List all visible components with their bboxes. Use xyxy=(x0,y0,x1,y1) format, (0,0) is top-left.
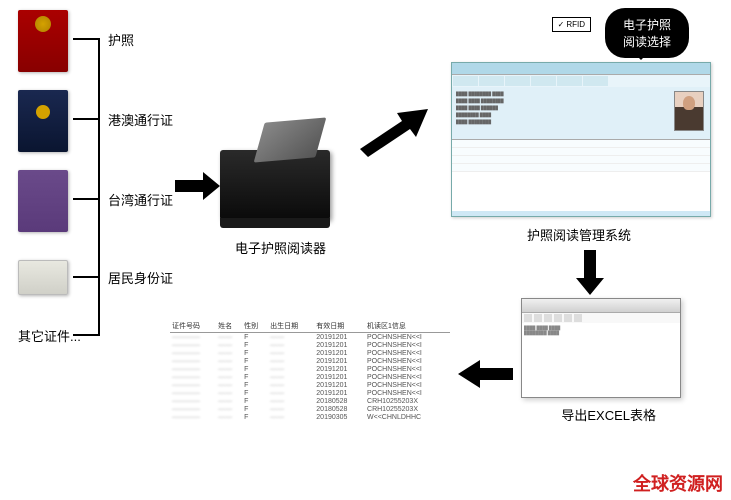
table-body: ——————F——20191201POCHNSHEN<<I——————F——20… xyxy=(170,333,450,422)
bubble-line2: 阅读选择 xyxy=(623,33,671,50)
th-sex: 性别 xyxy=(242,320,268,333)
arrow-to-reader xyxy=(175,172,220,200)
passport-card xyxy=(18,10,68,72)
th-name: 姓名 xyxy=(216,320,242,333)
software-caption: 护照阅读管理系统 xyxy=(527,225,631,244)
rfid-badge: ✓RFID xyxy=(552,17,591,32)
reader-device xyxy=(220,150,330,220)
table-header-row: 证件号码 姓名 性别 出生日期 有效日期 机读区1信息 xyxy=(170,320,450,333)
software-titlebar xyxy=(452,63,710,75)
th-valid: 有效日期 xyxy=(314,320,365,333)
bracket-vertical xyxy=(98,38,100,336)
passport-label: 护照 xyxy=(108,30,134,49)
table-row: ——————F——20180528CRH10255203X xyxy=(170,397,450,405)
table-row: ——————F——20191201POCHNSHEN<<I xyxy=(170,341,450,349)
software-table xyxy=(452,139,710,211)
watermark: 全球资源网 xyxy=(633,470,723,496)
table-row: ——————F——20191201POCHNSHEN<<I xyxy=(170,357,450,365)
bracket-h4 xyxy=(73,276,100,278)
taiwan-card xyxy=(18,170,68,232)
export-titlebar xyxy=(522,299,680,313)
bracket-h2 xyxy=(73,118,100,120)
data-table: 证件号码 姓名 性别 出生日期 有效日期 机读区1信息 ——————F——201… xyxy=(170,320,450,421)
arrow-to-table xyxy=(458,360,513,388)
taiwan-label: 台湾通行证 xyxy=(108,190,173,209)
id-card xyxy=(18,260,68,295)
arrow-to-export xyxy=(576,250,604,295)
bracket-h3 xyxy=(73,198,100,200)
bracket-h1 xyxy=(73,38,100,40)
th-mrz: 机读区1信息 xyxy=(365,320,450,333)
export-dialog: ████ ████ ████ ████████ ████ xyxy=(521,298,681,398)
rfid-text: RFID xyxy=(566,20,585,29)
software-tabs xyxy=(452,75,710,87)
th-idnum: 证件号码 xyxy=(170,320,216,333)
other-label: 其它证件... xyxy=(18,326,81,345)
table-row: ——————F——20190305W<<CHNLDHHC xyxy=(170,413,450,421)
passport-photo xyxy=(674,91,704,131)
software-body: ████ ████████ ████ ████ ████ ████████ ██… xyxy=(452,87,710,139)
table-row: ——————F——20191201POCHNSHEN<<I xyxy=(170,373,450,381)
reader-caption: 电子护照阅读器 xyxy=(235,238,326,257)
hk-macau-card xyxy=(18,90,68,152)
table-row: ——————F——20191201POCHNSHEN<<I xyxy=(170,333,450,342)
export-caption: 导出EXCEL表格 xyxy=(561,405,656,424)
software-window: ████ ████████ ████ ████ ████ ████████ ██… xyxy=(451,62,711,217)
id-card-label: 居民身份证 xyxy=(108,268,173,287)
table-row: ——————F——20191201POCHNSHEN<<I xyxy=(170,365,450,373)
table-row: ——————F——20191201POCHNSHEN<<I xyxy=(170,381,450,389)
table-row: ——————F——20180528CRH10255203X xyxy=(170,405,450,413)
arrow-to-software xyxy=(360,105,435,160)
bubble-line1: 电子护照 xyxy=(623,16,671,33)
speech-bubble: 电子护照 阅读选择 xyxy=(605,8,689,58)
export-toolbar xyxy=(522,313,680,323)
table-row: ——————F——20191201POCHNSHEN<<I xyxy=(170,389,450,397)
hk-macau-label: 港澳通行证 xyxy=(108,110,173,129)
table-row: ——————F——20191201POCHNSHEN<<I xyxy=(170,349,450,357)
th-dob: 出生日期 xyxy=(268,320,314,333)
